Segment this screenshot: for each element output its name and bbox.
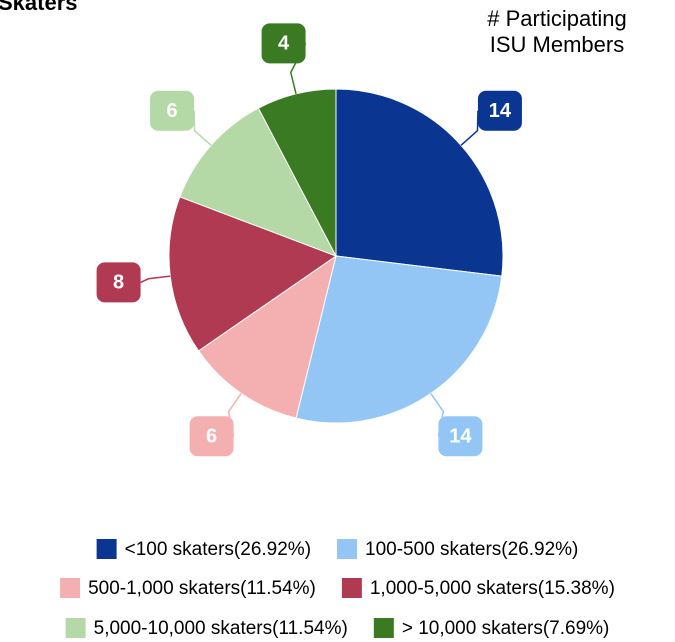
data-label: 6	[206, 426, 217, 448]
legend-label: 100-500 skaters(26.92%)	[365, 539, 578, 560]
pie-slice	[335, 88, 504, 277]
chart-subtitle: # Participating	[487, 6, 626, 31]
data-labels: 14 14 6 8 6 4	[96, 23, 522, 457]
pie-slice	[168, 196, 338, 352]
data-label: 4	[278, 33, 290, 55]
label-box	[477, 90, 522, 131]
legend-swatch	[96, 539, 117, 559]
legend-label: 5,000-10,000 skaters(11.54%)	[94, 618, 348, 639]
data-label: 6	[167, 100, 178, 122]
legend-swatch	[373, 618, 394, 638]
label-box	[189, 416, 234, 457]
label-box	[96, 262, 141, 303]
leader-line	[460, 110, 479, 146]
label-box	[150, 90, 195, 131]
pie-slice	[295, 255, 503, 424]
data-label: 14	[449, 426, 472, 448]
pie	[168, 88, 504, 424]
chart-subtitle: ISU Members	[490, 32, 624, 57]
legend-label: 500-1,000 skaters(11.54%)	[88, 578, 316, 599]
legend: <100 skaters(26.92%) 100-500 skaters(26.9…	[60, 539, 615, 639]
legend-label: 1,000-5,000 skaters(15.38%)	[370, 578, 615, 599]
legend-label: <100 skaters(26.92%)	[125, 539, 311, 560]
data-label: 14	[489, 100, 512, 122]
legend-swatch	[60, 578, 81, 598]
label-box	[261, 23, 306, 64]
legend-swatch	[337, 539, 358, 559]
label-box	[438, 416, 483, 457]
legend-swatch	[341, 578, 362, 598]
pie-slice	[197, 254, 337, 419]
legend-label: > 10,000 skaters(7.69%)	[402, 618, 610, 639]
leader-line	[193, 110, 212, 146]
data-label: 8	[113, 272, 124, 294]
pie-slice	[257, 88, 337, 257]
chart-title: Skaters	[0, 0, 78, 15]
legend-swatch	[65, 618, 86, 638]
leader-line	[140, 275, 171, 284]
